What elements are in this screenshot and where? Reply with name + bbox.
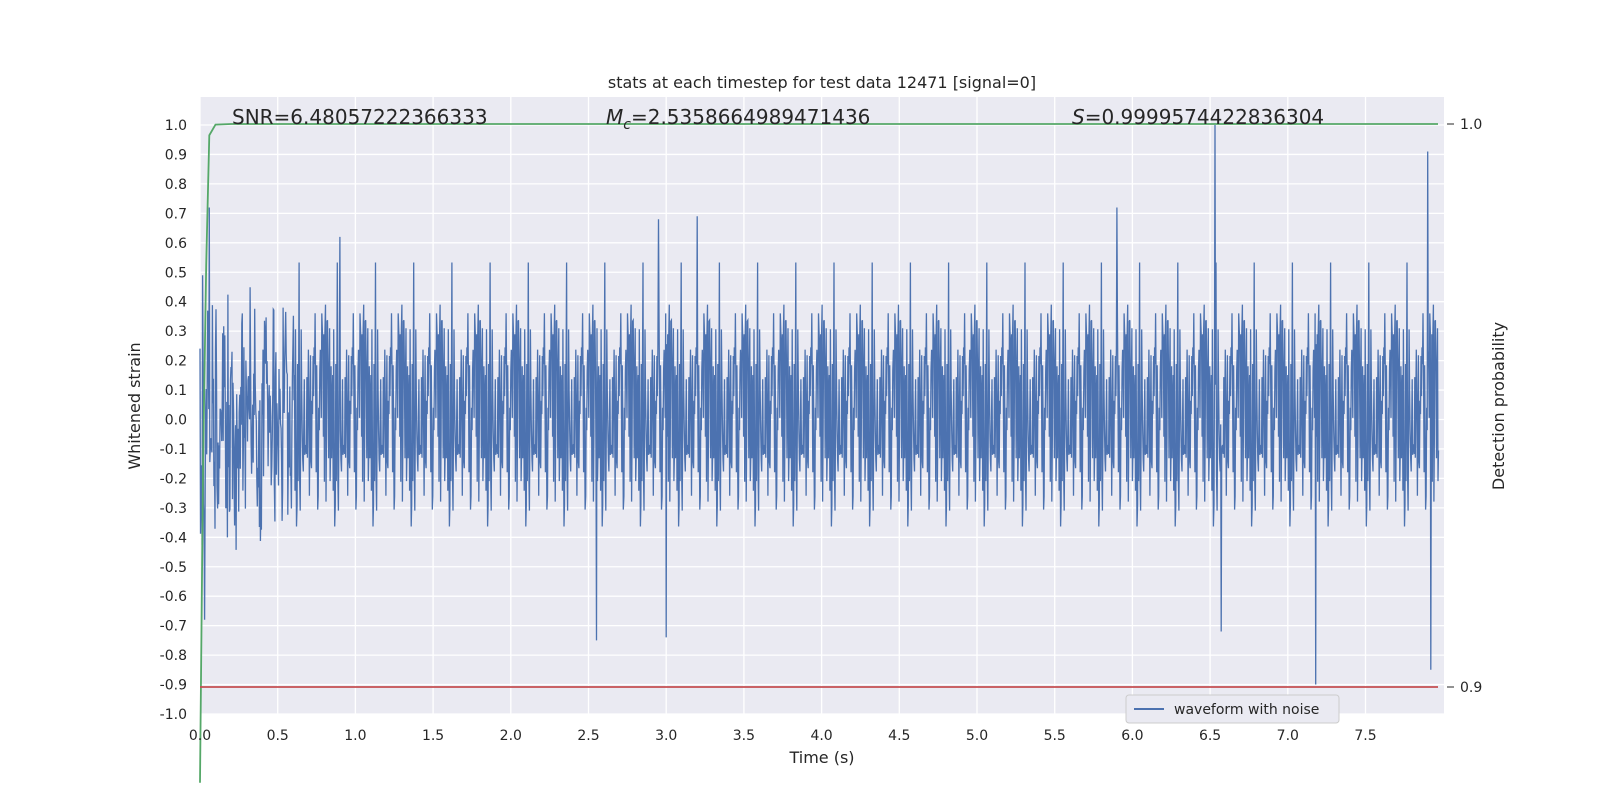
x-tick-label: 4.0 <box>810 728 832 744</box>
y-tick-label: -0.5 <box>160 560 187 576</box>
y-tick-label: -1.0 <box>160 707 187 723</box>
y-tick-label: -0.6 <box>160 589 187 605</box>
y2-ticks: 0.9 1.0 <box>1447 117 1482 696</box>
x-tick-label: 4.5 <box>888 728 910 744</box>
x-tick-label: 3.0 <box>655 728 677 744</box>
y2-tick-label: 1.0 <box>1460 117 1482 133</box>
y-tick-label: -0.1 <box>160 442 187 458</box>
y2-tick-label: 0.9 <box>1460 680 1482 696</box>
y-tick-label: -0.9 <box>160 678 187 694</box>
y-tick-label: 0.8 <box>165 177 187 193</box>
legend-label-waveform: waveform with noise <box>1174 702 1319 718</box>
x-tick-label: 5.0 <box>966 728 988 744</box>
x-ticks: 0.0 0.5 1.0 1.5 2.0 2.5 3.0 3.5 4.0 4.5 5.0 5.5 6.0 6… <box>189 728 1377 744</box>
chart-title: stats at each timestep for test data 124… <box>608 73 1036 92</box>
y-tick-label: 0.7 <box>165 206 187 222</box>
y-axis-label: Whitened strain <box>125 342 144 469</box>
x-tick-label: 0.5 <box>267 728 289 744</box>
detection-probability-line <box>199 123 1438 783</box>
s-value: =0.9999574422836304 <box>1085 105 1324 129</box>
x-tick-label: 6.0 <box>1121 728 1143 744</box>
y-tick-label: 0.1 <box>165 383 187 399</box>
y-tick-label: 0.4 <box>165 295 187 311</box>
x-tick-label: 7.5 <box>1354 728 1376 744</box>
y-tick-label: -0.3 <box>160 501 187 517</box>
s-symbol: S <box>1072 105 1085 129</box>
waveform-series <box>199 124 1440 685</box>
probability-series <box>199 123 1438 783</box>
x-tick-label: 2.5 <box>577 728 599 744</box>
y-tick-label: -0.4 <box>160 530 187 546</box>
x-tick-label: 2.0 <box>500 728 522 744</box>
snr-annotation: SNR=6.48057222366333 <box>232 105 488 129</box>
waveform-line <box>199 124 1440 685</box>
y-tick-label: 1.0 <box>165 118 187 134</box>
x-tick-label: 1.5 <box>422 728 444 744</box>
chirp-mass-subscript: c <box>623 117 631 133</box>
y-tick-label: -0.8 <box>160 648 187 664</box>
y-tick-label: 0.6 <box>165 236 187 252</box>
x-tick-label: 3.5 <box>733 728 755 744</box>
y-tick-label: 0.2 <box>165 354 187 370</box>
x-tick-label: 0.0 <box>189 728 211 744</box>
y-tick-label: 0.0 <box>165 413 187 429</box>
x-tick-label: 6.5 <box>1199 728 1221 744</box>
s-annotation: S=0.9999574422836304 <box>1072 105 1324 129</box>
y-tick-label: 0.9 <box>165 147 187 163</box>
y-tick-label: -0.7 <box>160 619 187 635</box>
x-tick-label: 5.5 <box>1044 728 1066 744</box>
chirp-mass-symbol: M <box>606 105 623 129</box>
chirp-mass-annotation: Mc=2.5358664989471436 <box>606 105 870 133</box>
y-tick-label: 0.5 <box>165 265 187 281</box>
legend: waveform with noise <box>1125 694 1340 724</box>
x-axis-label: Time (s) <box>788 748 854 767</box>
y-tick-label: -0.2 <box>160 471 187 487</box>
chirp-mass-value: =2.5358664989471436 <box>631 105 870 129</box>
y-tick-label: 0.3 <box>165 324 187 340</box>
legend-box <box>1125 694 1340 724</box>
y2-axis-label: Detection probability <box>1489 322 1508 490</box>
x-tick-label: 7.0 <box>1277 728 1299 744</box>
x-tick-label: 1.0 <box>344 728 366 744</box>
y-ticks: -1.0 -0.9 -0.8 -0.7 -0.6 -0.5 -0.4 -0.3 -0.2 -0.1… <box>160 118 187 723</box>
